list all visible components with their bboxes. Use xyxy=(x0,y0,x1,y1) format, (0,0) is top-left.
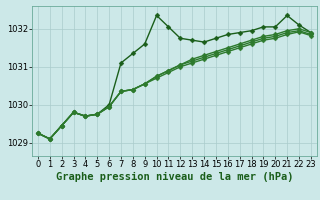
X-axis label: Graphe pression niveau de la mer (hPa): Graphe pression niveau de la mer (hPa) xyxy=(56,172,293,182)
